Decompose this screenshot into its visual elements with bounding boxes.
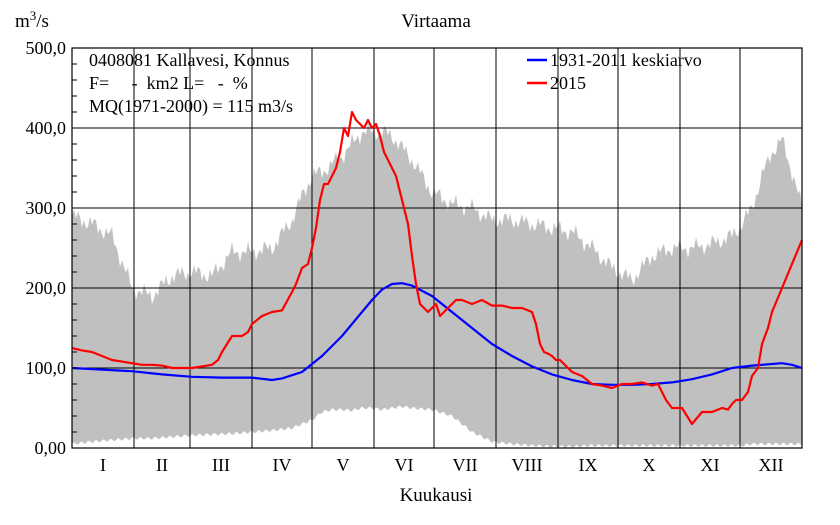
info-box: 0408081 Kallavesi, Konnus F= - km2 L= - …: [89, 50, 293, 117]
range-band-area: [72, 122, 802, 448]
y-tick-label-0: 0,00: [35, 438, 67, 458]
y-tick-label-100: 100,0: [26, 358, 67, 378]
y-axis-unit-tail: /s: [36, 11, 49, 32]
y-axis-unit-sup: 3: [30, 8, 37, 23]
month-label-X: X: [643, 455, 656, 475]
month-label-III: III: [212, 455, 230, 475]
y-axis-unit-label: m3/s: [15, 8, 49, 32]
y-tick-label-300: 300,0: [26, 198, 67, 218]
x-axis-label: Kuukausi: [400, 485, 473, 506]
month-label-V: V: [337, 455, 350, 475]
legend-label-mean: 1931-2011 keskiarvo: [550, 50, 702, 70]
plot-frame: [71, 47, 803, 449]
y-axis-unit-base: m: [15, 11, 30, 32]
month-label-VIII: VIII: [512, 455, 543, 475]
month-label-IX: IX: [579, 455, 598, 475]
month-label-IV: IV: [273, 455, 292, 475]
month-label-XII: XII: [759, 455, 784, 475]
month-label-I: I: [100, 455, 106, 475]
legend: 1931-2011 keskiarvo 2015: [527, 50, 702, 93]
info-line-area: F= - km2 L= - %: [89, 73, 248, 93]
month-label-XI: XI: [701, 455, 720, 475]
info-line-station: 0408081 Kallavesi, Konnus: [89, 50, 289, 70]
y-tick-label-400: 400,0: [26, 118, 67, 138]
grid-layer: [72, 48, 802, 448]
y-tick-label-200: 200,0: [26, 278, 67, 298]
series-line-0: [71, 282, 803, 386]
chart-title: Virtaama: [401, 11, 471, 32]
month-label-VII: VII: [453, 455, 478, 475]
month-label-VI: VI: [395, 455, 414, 475]
month-label-II: II: [156, 455, 168, 475]
y-tick-label-500: 500,0: [26, 38, 67, 58]
range-band-layer: [72, 122, 802, 448]
info-line-mq: MQ(1971-2000) = 115 m3/s: [89, 96, 293, 117]
series-layer: [71, 110, 804, 426]
series-line-1: [71, 110, 804, 426]
legend-label-2015: 2015: [550, 73, 586, 93]
